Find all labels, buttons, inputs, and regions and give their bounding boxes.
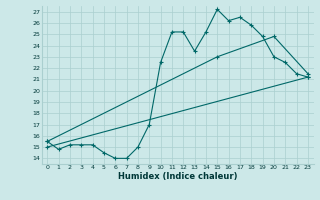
X-axis label: Humidex (Indice chaleur): Humidex (Indice chaleur) [118, 172, 237, 181]
